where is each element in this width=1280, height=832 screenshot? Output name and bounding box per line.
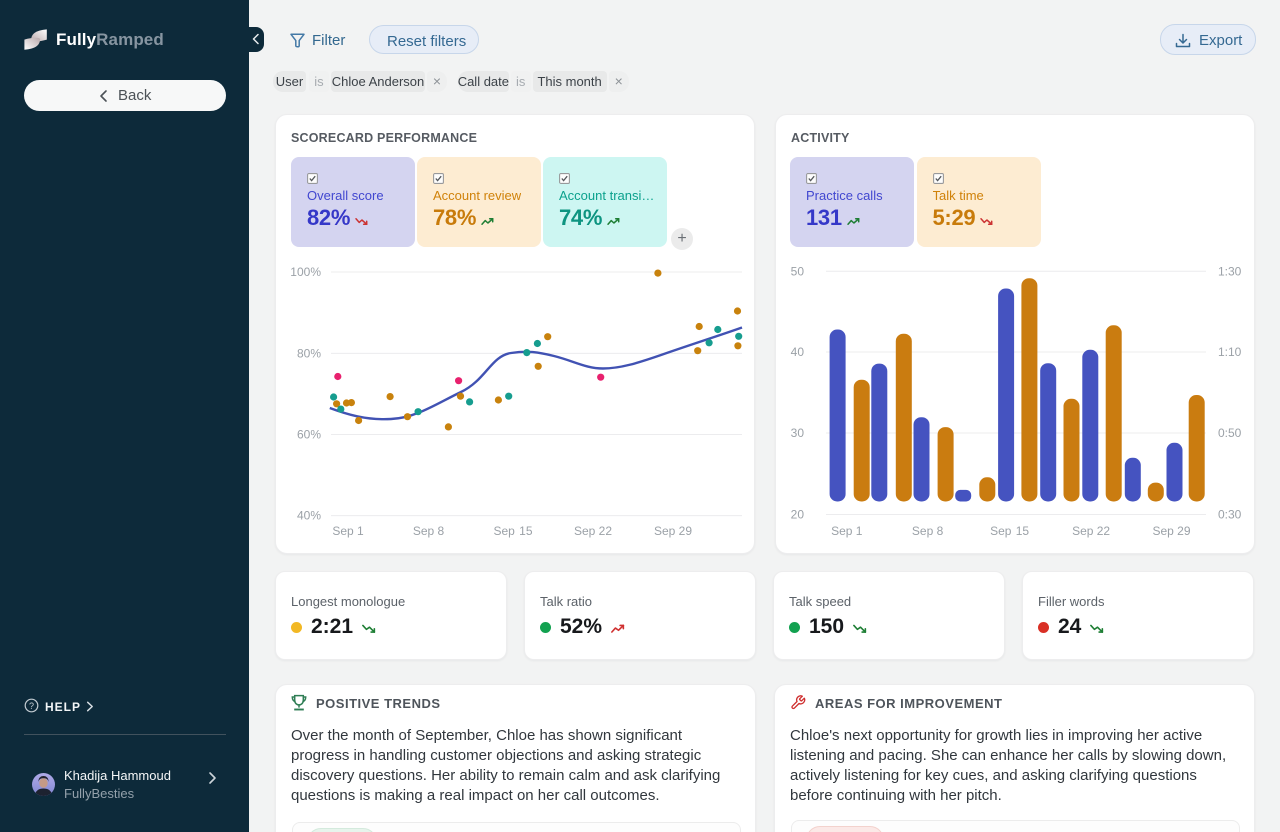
- svg-text:30: 30: [791, 426, 805, 440]
- svg-text:Sep 1: Sep 1: [831, 524, 863, 538]
- svg-text:40: 40: [791, 345, 805, 359]
- svg-text:1:10: 1:10: [1218, 345, 1242, 359]
- svg-text:50: 50: [791, 264, 805, 278]
- svg-text:20: 20: [791, 508, 805, 522]
- svg-text:Sep 8: Sep 8: [413, 524, 445, 538]
- svg-text:1:30: 1:30: [1218, 264, 1242, 278]
- svg-text:80%: 80%: [297, 346, 321, 360]
- svg-text:Sep 22: Sep 22: [1072, 524, 1110, 538]
- svg-text:0:50: 0:50: [1218, 426, 1242, 440]
- svg-text:?: ?: [29, 701, 34, 711]
- svg-text:40%: 40%: [297, 509, 321, 523]
- svg-text:100%: 100%: [290, 265, 321, 279]
- svg-text:Sep 29: Sep 29: [654, 524, 692, 538]
- svg-text:Sep 15: Sep 15: [493, 524, 532, 538]
- svg-text:Sep 15: Sep 15: [990, 524, 1029, 538]
- svg-text:60%: 60%: [297, 428, 321, 442]
- svg-text:Sep 22: Sep 22: [574, 524, 612, 538]
- svg-text:Sep 29: Sep 29: [1152, 524, 1190, 538]
- svg-text:Sep 1: Sep 1: [332, 524, 364, 538]
- svg-text:Sep 8: Sep 8: [912, 524, 944, 538]
- svg-text:0:30: 0:30: [1218, 508, 1242, 522]
